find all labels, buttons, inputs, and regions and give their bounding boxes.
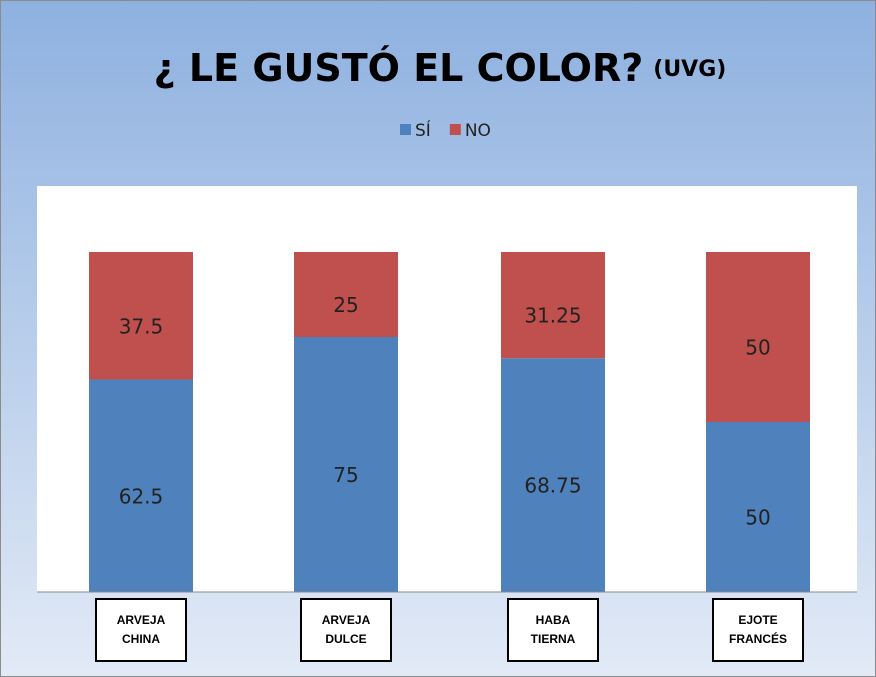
- subtitle-text: (UVG): [653, 57, 726, 82]
- data-label: 50: [745, 506, 770, 530]
- category-label: HABA TIERNA: [507, 598, 599, 662]
- category-label: EJOTE FRANCÉS: [712, 598, 804, 662]
- bar-segment: [294, 252, 398, 337]
- data-label: 31.25: [524, 304, 581, 328]
- category-label: ARVEJA DULCE: [300, 598, 392, 662]
- bar-segment: [501, 358, 605, 592]
- data-label: 62.5: [119, 484, 164, 508]
- bar-segment: [294, 337, 398, 592]
- bar-segment: [89, 379, 193, 592]
- bar-segment: [89, 252, 193, 380]
- bar-segment: [706, 422, 810, 592]
- bar-segment: [706, 252, 810, 422]
- legend-swatch: [400, 124, 411, 135]
- data-label: 50: [745, 336, 770, 360]
- data-label: 75: [333, 463, 358, 487]
- data-label: 68.75: [524, 474, 581, 498]
- legend-label: NO: [465, 121, 491, 141]
- legend-label: SÍ: [415, 119, 431, 141]
- title-text: ¿ LE GUSTÓ EL COLOR?: [154, 46, 644, 90]
- legend-swatch: [449, 124, 461, 135]
- category-label: ARVEJA CHINA: [95, 598, 187, 662]
- data-label: 37.5: [119, 314, 164, 338]
- data-label: 25: [333, 293, 358, 317]
- chart-title: ¿ LE GUSTÓ EL COLOR? (UVG): [154, 46, 727, 90]
- bar-segment: [501, 252, 605, 359]
